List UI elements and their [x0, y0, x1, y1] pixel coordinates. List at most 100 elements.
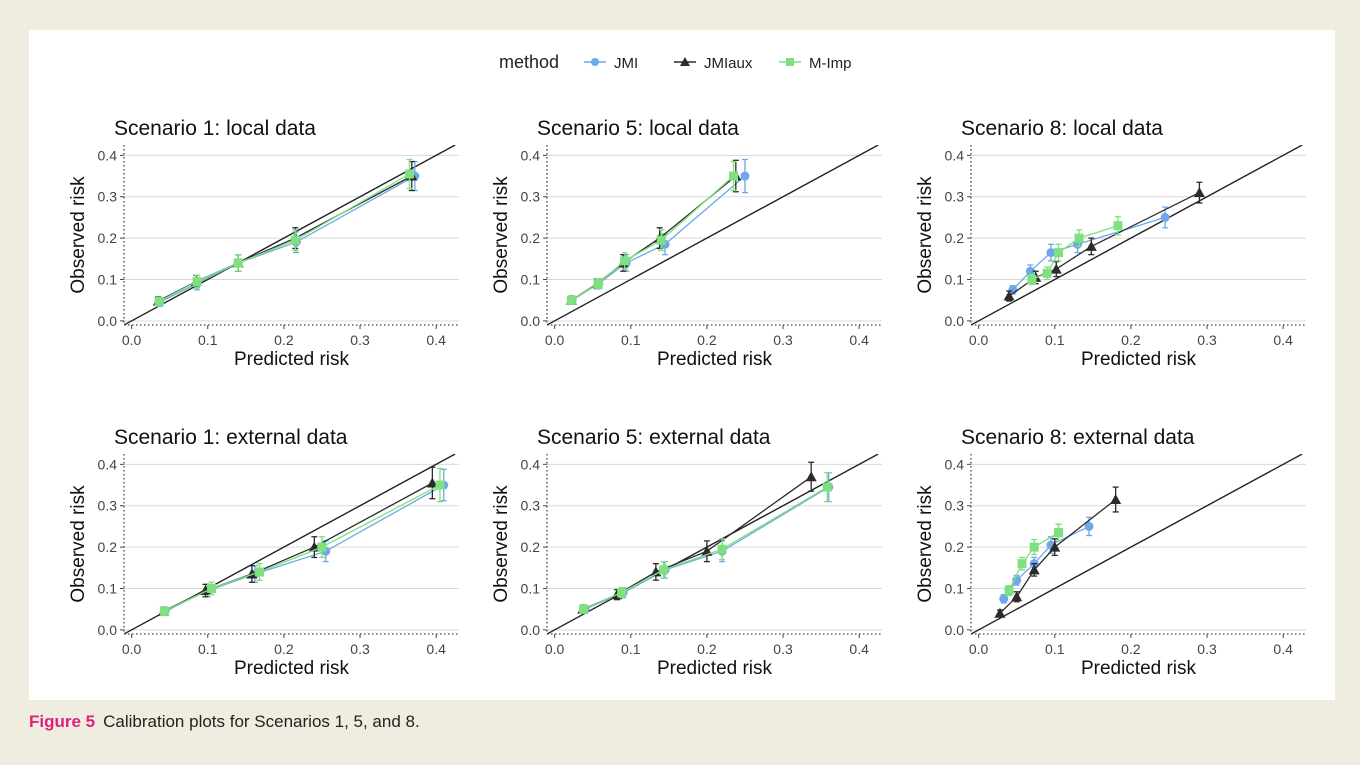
- x-axis-label: Predicted risk: [234, 349, 350, 370]
- point-M-Imp: [192, 277, 202, 287]
- point-JMI: [1012, 575, 1022, 585]
- point-JMIaux: [1003, 290, 1015, 301]
- x-tick-label: 0.2: [1121, 332, 1141, 348]
- x-tick-label: 0.2: [274, 332, 294, 348]
- y-tick-label: 0.3: [98, 498, 118, 514]
- y-tick-label: 0.4: [521, 147, 541, 163]
- figure-caption: Figure 5 Calibration plots for Scenarios …: [29, 712, 420, 732]
- x-tick-label: 0.3: [1197, 332, 1217, 348]
- panel-title: Scenario 8: external data: [961, 426, 1195, 449]
- point-JMIaux: [1193, 187, 1205, 198]
- point-JMIaux: [1050, 263, 1062, 274]
- point-M-Imp: [1054, 248, 1064, 258]
- data-layer: [971, 145, 1303, 325]
- point-M-Imp: [1029, 542, 1039, 552]
- point-M-Imp: [658, 565, 668, 575]
- point-JMI: [740, 171, 750, 181]
- panel-title: Scenario 8: local data: [961, 117, 1163, 140]
- y-tick-label: 0.1: [945, 580, 965, 596]
- point-JMIaux: [1028, 564, 1040, 575]
- panel-4: Scenario 1: external data 0.0 0.1 0.2 0.3 0.4…: [68, 426, 459, 679]
- x-axis-label: Predicted risk: [1081, 658, 1197, 679]
- point-JMIaux: [1049, 541, 1061, 552]
- y-tick-label: 0.2: [521, 230, 541, 246]
- y-tick-label: 0.0: [521, 622, 541, 638]
- panel-1: Scenario 1: local data 0.0 0.1 0.2 0.3 0.4 0.0…: [68, 117, 459, 370]
- point-M-Imp: [1113, 221, 1123, 231]
- y-tick-label: 0.3: [521, 189, 541, 205]
- y-tick-label: 0.2: [521, 539, 541, 555]
- point-M-Imp: [1027, 274, 1037, 284]
- panel-title: Scenario 5: external data: [537, 426, 771, 449]
- point-M-Imp: [593, 279, 603, 289]
- point-M-Imp: [1054, 528, 1064, 538]
- point-M-Imp: [579, 604, 589, 614]
- x-tick-label: 0.4: [849, 332, 869, 348]
- y-tick-label: 0.4: [98, 147, 118, 163]
- point-JMI: [999, 594, 1009, 604]
- x-tick-label: 0.2: [697, 332, 717, 348]
- caption-text: Calibration plots for Scenarios 1, 5, an…: [103, 712, 420, 731]
- x-tick-label: 0.2: [697, 641, 717, 657]
- x-tick-label: 0.3: [773, 641, 793, 657]
- y-tick-label: 0.4: [945, 456, 965, 472]
- data-layer: [971, 454, 1303, 634]
- reference-diagonal: [971, 454, 1303, 634]
- x-tick-label: 0.1: [1045, 641, 1065, 657]
- y-axis-label: Observed risk: [491, 485, 512, 603]
- legend-title: method: [499, 52, 559, 72]
- y-tick-label: 0.3: [521, 498, 541, 514]
- series-line-JMI: [1003, 525, 1090, 600]
- y-tick-label: 0.1: [945, 271, 965, 287]
- point-JMIaux: [426, 477, 438, 488]
- x-tick-label: 0.3: [350, 641, 370, 657]
- point-M-Imp: [233, 258, 243, 268]
- x-tick-label: 0.3: [773, 332, 793, 348]
- data-layer: [124, 454, 456, 634]
- x-tick-label: 0.4: [426, 641, 446, 657]
- x-tick-label: 0.1: [621, 332, 641, 348]
- point-M-Imp: [435, 480, 445, 490]
- y-axis-label: Observed risk: [491, 176, 512, 294]
- y-tick-label: 0.4: [521, 456, 541, 472]
- point-JMIaux: [994, 607, 1006, 618]
- x-tick-label: 0.0: [969, 641, 989, 657]
- panel-title: Scenario 1: local data: [114, 117, 316, 140]
- y-axis-label: Observed risk: [915, 485, 936, 603]
- panel-2: Scenario 5: local data 0.0 0.1 0.2 0.3 0.4 0.0…: [491, 117, 882, 370]
- point-M-Imp: [1017, 559, 1027, 569]
- reference-diagonal: [971, 145, 1303, 325]
- figure-panel: method JMI JMIaux M-Imp Scenario 1: local da…: [29, 30, 1335, 700]
- panel-title: Scenario 5: local data: [537, 117, 739, 140]
- y-tick-label: 0.2: [98, 539, 118, 555]
- x-axis-label: Predicted risk: [1081, 349, 1197, 370]
- y-tick-label: 0.3: [98, 189, 118, 205]
- y-tick-label: 0.1: [98, 271, 118, 287]
- point-M-Imp: [729, 171, 739, 181]
- calibration-plots: method JMI JMIaux M-Imp Scenario 1: local da…: [68, 52, 1306, 679]
- y-tick-label: 0.0: [98, 622, 118, 638]
- y-tick-label: 0.1: [521, 580, 541, 596]
- panel-3: Scenario 8: local data 0.0 0.1 0.2 0.3 0.4 0.0…: [915, 117, 1306, 370]
- x-axis-label: Predicted risk: [234, 658, 350, 679]
- legend-label-JMI: JMI: [614, 55, 638, 72]
- y-tick-label: 0.4: [98, 456, 118, 472]
- y-tick-label: 0.3: [945, 498, 965, 514]
- y-tick-label: 0.3: [945, 189, 965, 205]
- point-JMIaux: [1110, 494, 1122, 505]
- y-axis-label: Observed risk: [68, 485, 89, 603]
- legend-marker-JMI: [591, 58, 599, 66]
- x-tick-label: 0.1: [198, 641, 218, 657]
- point-M-Imp: [207, 583, 217, 593]
- x-tick-label: 0.2: [274, 641, 294, 657]
- x-tick-label: 0.1: [1045, 332, 1065, 348]
- legend-label-M-Imp: M-Imp: [809, 55, 852, 72]
- reference-diagonal: [124, 145, 456, 325]
- data-layer: [547, 454, 879, 634]
- x-tick-label: 0.0: [545, 641, 565, 657]
- point-JMIaux: [805, 471, 817, 482]
- y-tick-label: 0.4: [945, 147, 965, 163]
- point-M-Imp: [255, 567, 265, 577]
- point-M-Imp: [317, 542, 327, 552]
- point-M-Imp: [159, 606, 169, 616]
